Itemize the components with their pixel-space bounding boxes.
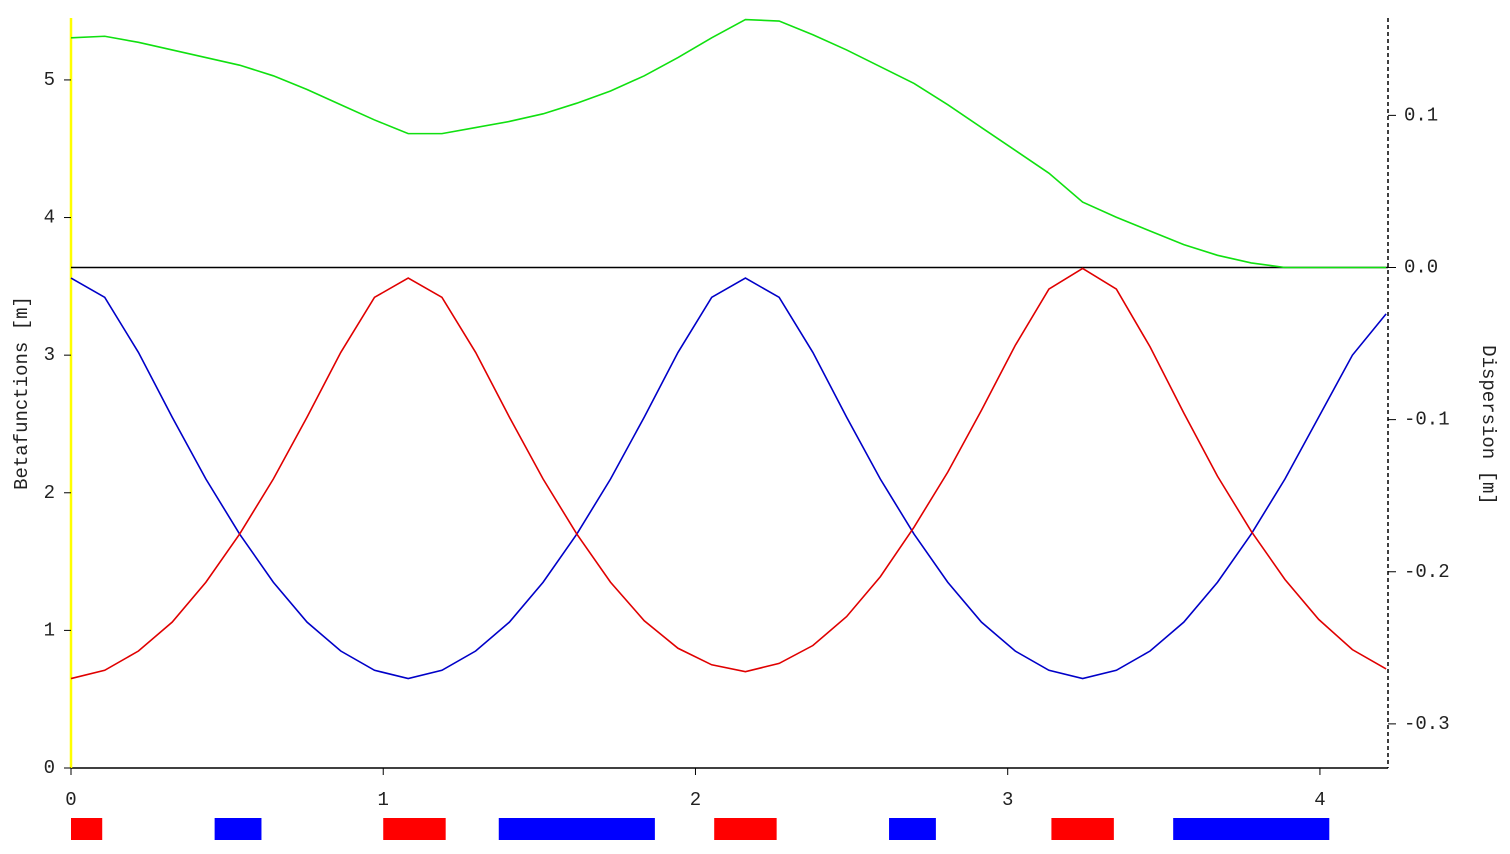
x-tick-label: 1 — [378, 789, 389, 811]
y2-tick-label: 0.1 — [1404, 104, 1438, 126]
lattice-element — [498, 818, 655, 840]
x-tick-label: 3 — [1002, 789, 1013, 811]
x-tick-label: 0 — [65, 789, 76, 811]
y-axis-label: Betafunctions [m] — [11, 296, 33, 490]
lattice-element — [1173, 818, 1330, 840]
y-tick-label: 2 — [44, 482, 55, 504]
lattice-element — [214, 818, 262, 840]
series-line — [70, 18, 1387, 269]
lattice-element — [383, 818, 446, 840]
y2-tick-label: -0.3 — [1404, 713, 1450, 735]
lattice-element — [71, 818, 103, 840]
y2-tick-label: 0.0 — [1404, 257, 1438, 279]
y-tick-label: 1 — [44, 619, 55, 641]
y2-tick-label: -0.1 — [1404, 409, 1450, 431]
lattice-element — [1051, 818, 1114, 840]
lattice-element — [714, 818, 777, 840]
series-line — [70, 277, 1387, 680]
lattice-element — [889, 818, 936, 840]
series-line — [70, 267, 1387, 680]
x-tick-label: 2 — [690, 789, 701, 811]
y2-tick-label: -0.2 — [1404, 561, 1450, 583]
x-tick-label: 4 — [1314, 789, 1325, 811]
y-tick-label: 0 — [44, 757, 55, 779]
y-tick-label: 4 — [44, 207, 55, 229]
y-tick-label: 3 — [44, 344, 55, 366]
y2-axis-label: Dispersion [m] — [1477, 345, 1499, 505]
y-tick-label: 5 — [44, 69, 55, 91]
